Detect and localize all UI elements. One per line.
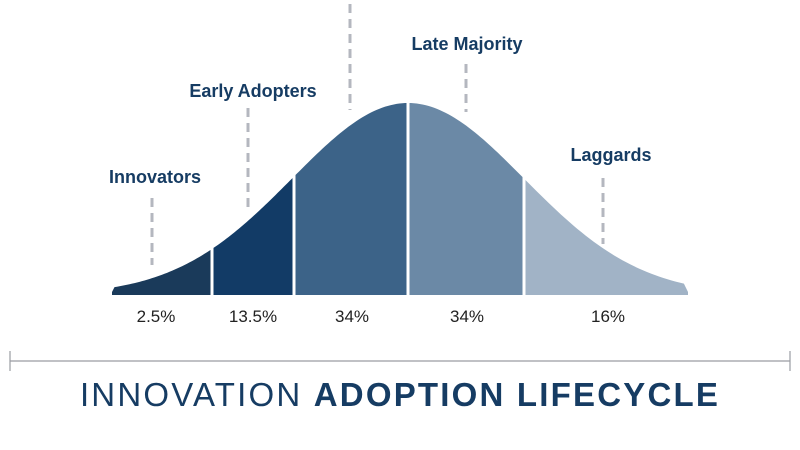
label-early-adopters: Early Adopters xyxy=(189,81,316,101)
segment-late-majority xyxy=(408,103,524,295)
percent-late-majority: 34% xyxy=(450,307,484,326)
label-late-majority: Late Majority xyxy=(411,34,522,54)
segment-laggards xyxy=(524,178,688,295)
page-title: INNOVATION ADOPTION LIFECYCLE xyxy=(0,376,800,414)
segment-innovators xyxy=(112,248,212,295)
label-laggards: Laggards xyxy=(570,145,651,165)
title-light: INNOVATION xyxy=(79,376,303,413)
segment-early-majority xyxy=(294,103,408,295)
percent-early-adopters: 13.5% xyxy=(229,307,277,326)
percent-early-majority: 34% xyxy=(335,307,369,326)
segment-early-adopters xyxy=(212,176,294,295)
label-innovators: Innovators xyxy=(109,167,201,187)
percent-innovators: 2.5% xyxy=(137,307,176,326)
title-bold: ADOPTION LIFECYCLE xyxy=(313,376,721,413)
percent-laggards: 16% xyxy=(591,307,625,326)
